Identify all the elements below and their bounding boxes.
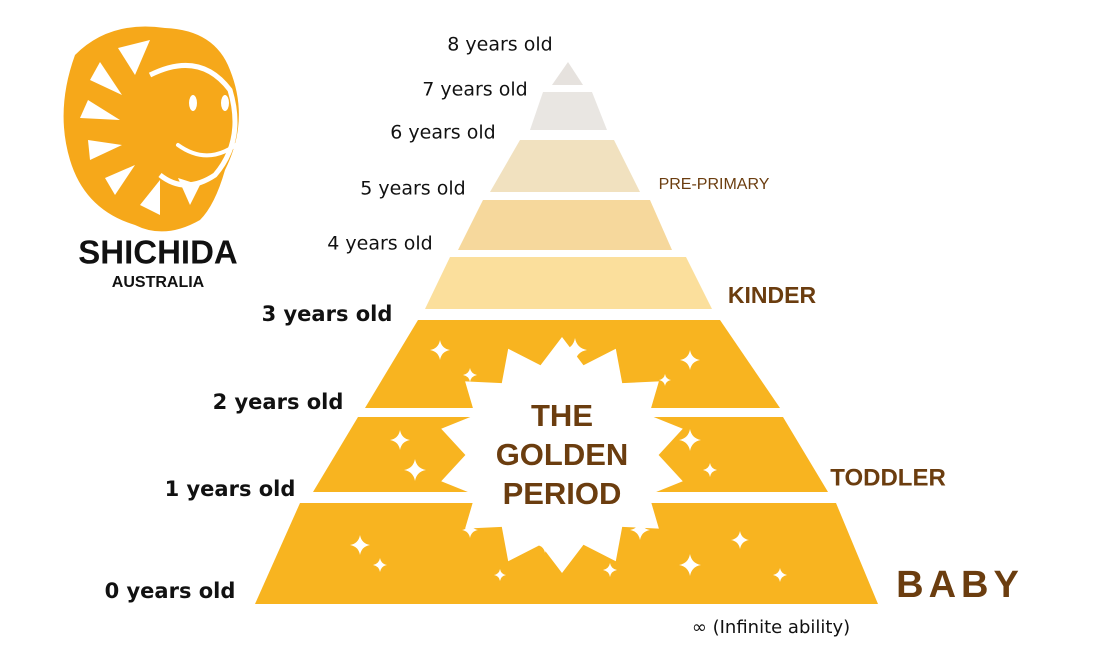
- logo-name: SHICHIDA: [78, 234, 238, 271]
- age-label: 2 years old: [213, 390, 344, 414]
- age-label: 7 years old: [422, 79, 527, 101]
- stage-label: BABY: [896, 564, 1024, 606]
- age-label: 1 years old: [165, 477, 296, 501]
- age-label: 3 years old: [262, 302, 393, 326]
- center-text: PERIOD: [503, 476, 622, 511]
- age-label: 0 years old: [105, 579, 236, 603]
- logo-subtitle: AUSTRALIA: [112, 274, 205, 291]
- center-text: GOLDEN: [496, 437, 629, 472]
- stage-label: PRE-PRIMARY: [659, 176, 770, 193]
- age-label: 5 years old: [360, 178, 465, 200]
- footnote: ∞ (Infinite ability): [692, 617, 850, 638]
- age-label: 4 years old: [327, 233, 432, 255]
- pyramid: [255, 62, 878, 604]
- age-label: 8 years old: [447, 34, 552, 56]
- age-label: 6 years old: [390, 122, 495, 144]
- stage-label: TODDLER: [830, 464, 946, 491]
- starburst: [441, 337, 683, 573]
- logo: SHICHIDA AUSTRALIA: [63, 26, 244, 291]
- center-text: THE: [531, 398, 593, 433]
- stage-label: KINDER: [728, 282, 817, 308]
